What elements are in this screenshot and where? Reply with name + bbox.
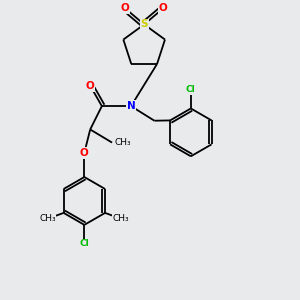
Text: O: O — [80, 148, 89, 158]
Text: CH₃: CH₃ — [39, 214, 56, 223]
Text: O: O — [159, 3, 167, 14]
Text: Cl: Cl — [186, 85, 196, 94]
Text: O: O — [121, 3, 130, 14]
Text: CH₃: CH₃ — [113, 214, 129, 223]
Text: CH₃: CH₃ — [114, 138, 131, 147]
Text: Cl: Cl — [80, 239, 89, 248]
Text: O: O — [86, 81, 94, 91]
Text: S: S — [140, 20, 148, 29]
Text: N: N — [127, 101, 135, 111]
